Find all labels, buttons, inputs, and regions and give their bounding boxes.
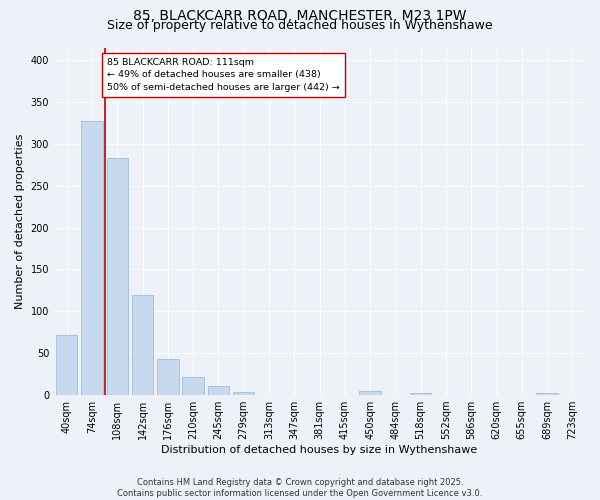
Text: 85 BLACKCARR ROAD: 111sqm
← 49% of detached houses are smaller (438)
50% of semi: 85 BLACKCARR ROAD: 111sqm ← 49% of detac… — [107, 58, 340, 92]
Bar — [81, 121, 103, 395]
Bar — [410, 394, 431, 395]
Bar — [56, 335, 77, 395]
Text: Contains HM Land Registry data © Crown copyright and database right 2025.
Contai: Contains HM Land Registry data © Crown c… — [118, 478, 482, 498]
Bar — [157, 359, 179, 395]
Bar — [536, 392, 558, 395]
Y-axis label: Number of detached properties: Number of detached properties — [15, 134, 25, 309]
Bar — [107, 158, 128, 395]
Bar — [132, 294, 153, 395]
Bar — [208, 386, 229, 395]
X-axis label: Distribution of detached houses by size in Wythenshawe: Distribution of detached houses by size … — [161, 445, 478, 455]
Bar — [233, 392, 254, 395]
Text: Size of property relative to detached houses in Wythenshawe: Size of property relative to detached ho… — [107, 18, 493, 32]
Bar — [359, 391, 381, 395]
Bar — [182, 376, 204, 395]
Text: 85, BLACKCARR ROAD, MANCHESTER, M23 1PW: 85, BLACKCARR ROAD, MANCHESTER, M23 1PW — [133, 9, 467, 23]
